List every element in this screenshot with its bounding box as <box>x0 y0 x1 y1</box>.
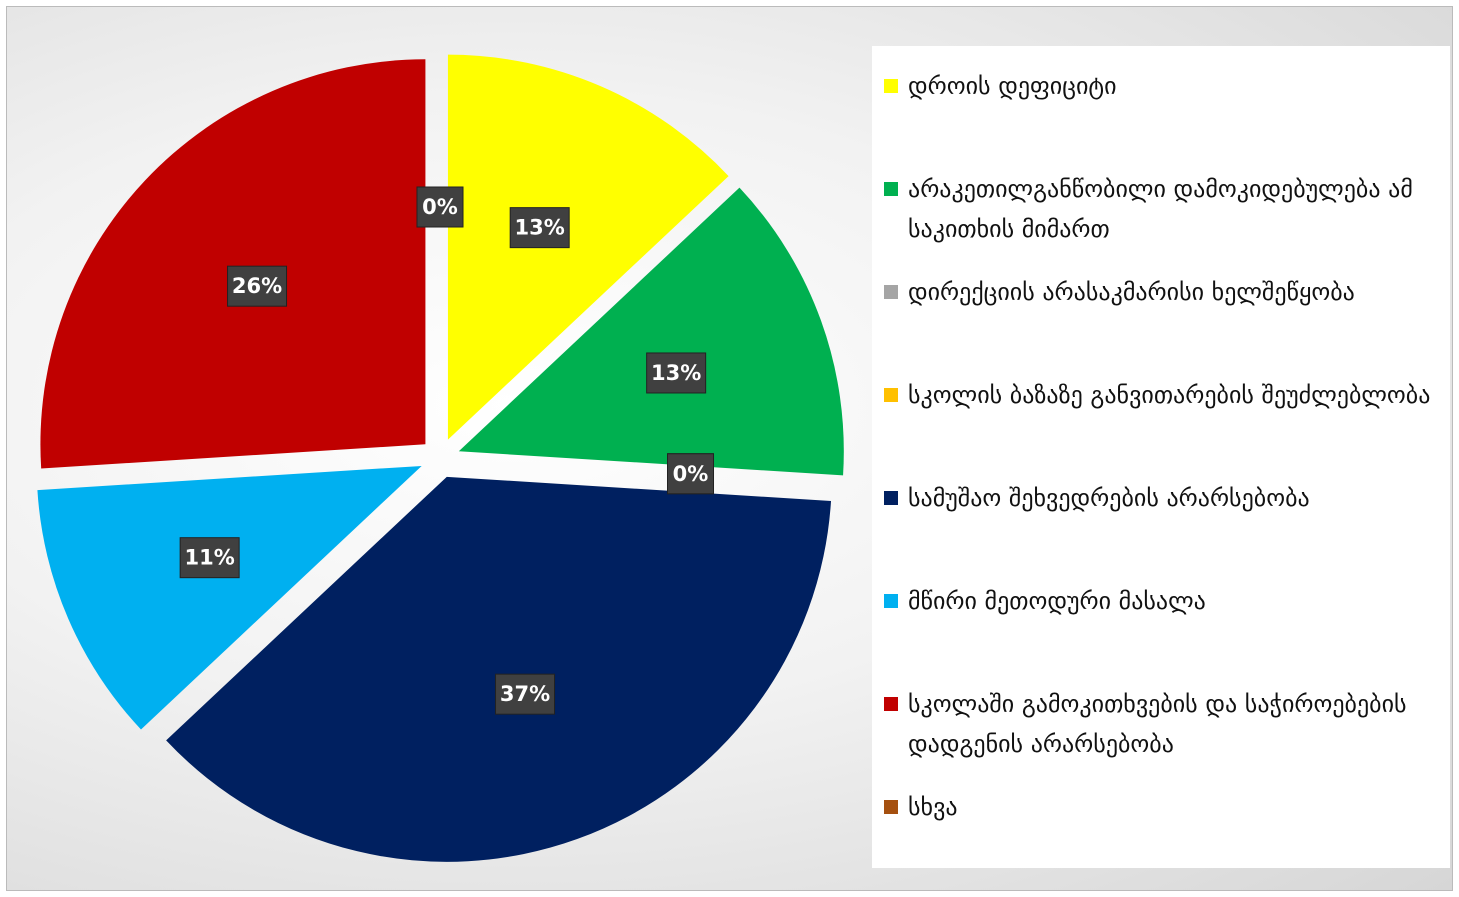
legend-label: დროის დეფიციტი <box>908 72 1117 100</box>
legend-entry: დირექციის არასაკმარისი ხელშეწყობა <box>884 272 1442 375</box>
data-label: 11% <box>185 546 235 570</box>
legend-swatch <box>884 697 898 711</box>
data-label: 37% <box>500 682 550 706</box>
legend-swatch <box>884 285 898 299</box>
pie-slice <box>458 187 844 476</box>
legend-label: დირექციის არასაკმარისი ხელშეწყობა <box>908 278 1355 306</box>
legend-entry: არაკეთილგანწობილი დამოკიდებულება ამ საკი… <box>884 169 1442 272</box>
data-label-box <box>667 453 715 495</box>
data-label-box <box>509 207 570 249</box>
legend-entry: სამუშაო შეხვედრების არარსებობა <box>884 478 1442 581</box>
pie-slice <box>166 476 832 862</box>
legend-swatch <box>884 388 898 402</box>
data-label: 0% <box>673 462 709 486</box>
legend-swatch <box>884 491 898 505</box>
legend-label: სკოლის ბაზაზე განვითარების შეუძლებლობა <box>908 381 1431 409</box>
legend-entry: სკოლაში გამოკითხვების და საჭიროებების და… <box>884 684 1442 787</box>
legend-label: არაკეთილგანწობილი დამოკიდებულება ამ საკი… <box>908 175 1413 243</box>
legend-label: მწირი მეთოდური მასალა <box>908 587 1206 615</box>
legend-swatch <box>884 79 898 93</box>
data-label: 26% <box>232 274 282 298</box>
data-label: 13% <box>651 361 701 385</box>
data-label-box <box>227 265 288 307</box>
legend-swatch <box>884 594 898 608</box>
data-label-box <box>416 186 464 228</box>
data-label-box <box>646 352 707 394</box>
legend-entry: სკოლის ბაზაზე განვითარების შეუძლებლობა <box>884 375 1442 478</box>
pie-slice <box>447 54 729 440</box>
data-label: 13% <box>515 216 565 240</box>
pie-slice <box>37 465 422 730</box>
legend-swatch <box>884 182 898 196</box>
legend-entry: დროის დეფიციტი <box>884 66 1442 169</box>
data-label-box <box>179 537 240 579</box>
legend-entry: მწირი მეთოდური მასალა <box>884 581 1442 684</box>
legend-swatch <box>884 800 898 814</box>
legend-label: სკოლაში გამოკითხვების და საჭიროებების და… <box>908 690 1407 758</box>
pie-slice <box>40 59 426 469</box>
legend-entry: სხვა <box>884 787 1442 890</box>
legend-label: სხვა <box>908 793 958 821</box>
data-label: 0% <box>422 195 458 219</box>
data-label-box <box>495 673 556 715</box>
legend-label: სამუშაო შეხვედრების არარსებობა <box>908 484 1310 512</box>
legend: დროის დეფიციტი არაკეთილგანწობილი დამოკიდე… <box>872 46 1450 868</box>
